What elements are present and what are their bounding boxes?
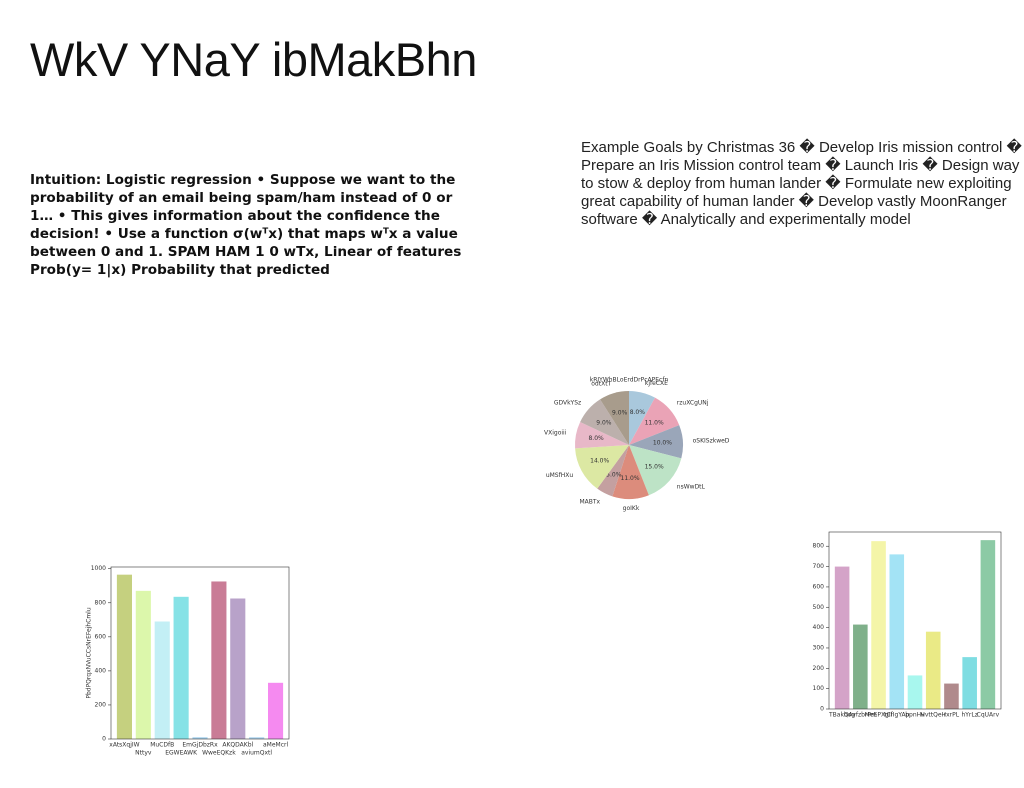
x-tick-label: WweEQKzk: [202, 750, 236, 757]
slide-title: WkV YNaY ibMakBhn: [30, 33, 477, 86]
y-tick-label: 600: [813, 583, 825, 590]
bar: [962, 657, 977, 709]
bar: [834, 566, 850, 709]
x-tick-label: Nttyv: [135, 750, 152, 757]
x-tick-label: QAvfzbrPm: [844, 712, 877, 719]
bar: [925, 631, 941, 709]
slice-label: goIKk: [623, 505, 640, 512]
x-tick-label: rxrPL: [944, 712, 960, 719]
y-tick-label: 200: [813, 665, 825, 672]
y-tick-label: 700: [813, 563, 825, 570]
pie-title: kRIYWhBLoErdDrPcAPEcfn: [590, 377, 669, 384]
pie-slice: [575, 445, 629, 489]
slice-pct: 14.0%: [590, 458, 609, 465]
bar: [907, 675, 923, 709]
y-axis-label: PbdPQrqxNVuCCsNrEFejhCmlu: [86, 607, 93, 699]
x-tick-label: EGWEAWK: [165, 750, 198, 757]
pie-slice: [629, 425, 683, 459]
slice-label: odtXtT: [591, 380, 611, 387]
x-tick-label: xAtsXqjIW: [109, 742, 139, 749]
pie-slice: [575, 422, 629, 449]
bar: [116, 574, 132, 739]
bar: [980, 540, 996, 709]
y-tick-label: 400: [813, 624, 825, 631]
y-tick-label: 600: [95, 633, 107, 640]
x-tick-label: aMeMcrl: [263, 742, 288, 749]
slice-pct: 5.0%: [606, 471, 622, 478]
pie-slice: [629, 397, 680, 445]
pie-slice: [629, 445, 682, 496]
bar: [173, 596, 189, 739]
slice-pct: 15.0%: [645, 464, 664, 471]
slice-pct: 9.0%: [596, 419, 612, 426]
pie-slice: [600, 391, 629, 445]
x-tick-label: EmGjDbzRx: [182, 742, 218, 749]
y-tick-label: 500: [813, 604, 825, 611]
pie-slice: [629, 391, 656, 445]
plot-frame: [110, 566, 290, 740]
y-tick-label: 0: [102, 736, 106, 743]
bar: [268, 682, 284, 739]
pie-slice: [612, 445, 649, 499]
slice-label: kjfeCXE: [645, 380, 668, 387]
y-tick-label: 1000: [91, 565, 106, 572]
slice-label: GDVkYSz: [554, 399, 581, 406]
slice-pct: 9.0%: [612, 409, 628, 416]
slice-pct: 11.0%: [621, 475, 640, 482]
x-tick-label: TBakbog: [828, 712, 855, 719]
slice-label: MABTx: [579, 498, 600, 505]
y-tick-label: 200: [95, 701, 107, 708]
bar: [154, 621, 170, 739]
bar: [871, 541, 886, 709]
slice-pct: 11.0%: [645, 419, 664, 426]
slice-pct: 8.0%: [588, 435, 604, 442]
bar: [889, 554, 905, 709]
x-tick-label: AKQDAKbl: [222, 742, 253, 749]
x-tick-label: MeEPXgII: [865, 712, 893, 719]
y-tick-label: 300: [813, 644, 825, 651]
plot-frame: [828, 531, 1002, 710]
right-text: Example Goals by Christmas 36 � Develop …: [581, 139, 1022, 228]
bar: [192, 737, 208, 739]
left-text: Intuition: Logistic regression • Suppose…: [30, 172, 462, 278]
pie-slice: [597, 445, 629, 497]
y-tick-label: 0: [820, 706, 824, 713]
x-tick-label: MuCDfB: [150, 742, 174, 749]
bar: [853, 624, 868, 709]
slice-label: nsWwDtL: [677, 484, 706, 491]
pie-slice: [580, 399, 629, 445]
x-tick-label: HvttQeH: [920, 712, 946, 719]
slice-label: oSKISzkweD: [693, 437, 730, 444]
x-tick-label: bpnHv: [905, 712, 925, 719]
x-tick-label: tCfIgYAp: [884, 712, 910, 719]
x-tick-label: CqUArv: [977, 712, 1000, 719]
slice-label: VXigoiii: [544, 430, 567, 437]
bar: [135, 590, 151, 739]
bar: [230, 598, 246, 739]
bar: [249, 737, 265, 739]
x-tick-label: aviumQxtl: [241, 750, 272, 757]
y-tick-label: 400: [95, 667, 107, 674]
bar: [944, 683, 959, 709]
bar: [211, 581, 227, 739]
slice-label: rzuXCgUNj: [677, 399, 709, 406]
y-tick-label: 800: [813, 543, 825, 550]
slice-pct: 8.0%: [630, 409, 646, 416]
slice-pct: 10.0%: [653, 439, 672, 446]
y-tick-label: 100: [813, 685, 825, 692]
x-tick-label: hYrLz: [961, 712, 977, 719]
y-tick-label: 800: [95, 599, 107, 606]
slice-label: uMSfHXu: [546, 472, 574, 479]
